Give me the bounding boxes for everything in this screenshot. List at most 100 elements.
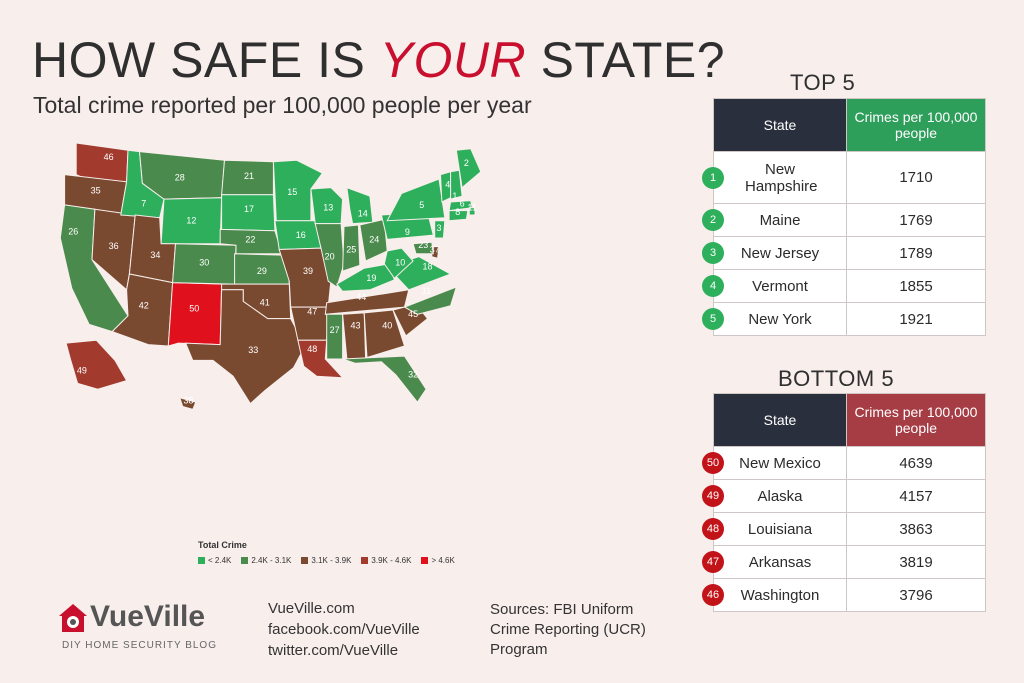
bottom5-state-name: Washington (740, 586, 820, 604)
title-part: HOW SAFE IS (32, 32, 380, 88)
top5-row: 1 New Hampshire 1710 (702, 151, 986, 204)
state-ri (468, 207, 476, 216)
title-part: STATE? (526, 32, 726, 88)
state-nj (434, 220, 446, 239)
state-rank-label: 13 (323, 203, 333, 213)
legend-swatch (241, 557, 249, 564)
legend-label: < 2.4K (208, 556, 232, 565)
page-title: HOW SAFE IS YOUR STATE? (32, 30, 725, 90)
state-rank-label: 7 (141, 198, 146, 208)
bottom5-crimes-cell: 3863 (846, 512, 986, 546)
state-rank-label: 20 (325, 252, 335, 262)
bottom5-state-cell: 49 Alaska (702, 479, 847, 513)
top5-crimes-cell: 1855 (846, 269, 986, 303)
state-rank-label: 4 (445, 180, 450, 190)
state-rank-label: 40 (382, 321, 392, 331)
top5-state-cell: 1 New Hampshire (702, 151, 847, 204)
bottom5-row: 48 Louisiana 3863 (702, 512, 986, 546)
bottom5-rank-badge: 49 (702, 485, 724, 507)
state-rank-label: 12 (186, 216, 196, 226)
state-rank-label: 24 (369, 234, 379, 244)
legend-swatch (421, 557, 429, 564)
state-ky (336, 263, 396, 292)
state-il (314, 223, 345, 288)
bottom5-table: State Crimes per 100,000 people 50 New Me… (702, 393, 986, 612)
bottom5-state-name: Arkansas (748, 553, 812, 571)
top5-state-cell: 4 Vermont (702, 269, 847, 303)
bottom5-rank-badge: 48 (702, 518, 724, 540)
state-ms (326, 313, 344, 360)
state-nm (167, 282, 223, 347)
legend-swatch (198, 557, 205, 564)
legend-swatch (301, 557, 309, 564)
state-rank-label: 19 (366, 273, 376, 283)
state-rank-label: 36 (109, 241, 119, 251)
state-rank-label: 49 (77, 365, 87, 375)
state-wa (75, 142, 129, 183)
legend-item: 2.4K - 3.1K (241, 556, 291, 565)
state-rank-label: 22 (245, 234, 255, 244)
social-links: VueVille.com facebook.com/VueVille twitt… (268, 598, 420, 661)
top5-crimes-cell: 1710 (846, 151, 986, 204)
bottom5-rank-badge: 50 (702, 452, 724, 474)
state-fl (342, 355, 427, 404)
state-rank-label: 27 (330, 325, 340, 335)
state-rank-label: 33 (248, 345, 258, 355)
state-rank-label: 50 (189, 303, 199, 313)
top5-header-crimes: Crimes per 100,000 people (846, 98, 986, 152)
top5-rank-badge: 2 (702, 209, 724, 231)
logo-tagline: DIY HOME SECURITY BLOG (62, 640, 217, 651)
state-rank-label: 25 (346, 244, 356, 254)
bottom5-header-state: State (713, 393, 847, 447)
top5-state-cell: 3 New Jersey (702, 236, 847, 270)
facebook-link[interactable]: facebook.com/VueVille (268, 621, 420, 638)
state-rank-label: 35 (91, 185, 101, 195)
state-rank-label: 10 (395, 257, 405, 267)
state-rank-label: 32 (408, 370, 418, 380)
top5-state-cell: 5 New York (702, 302, 847, 336)
bottom5-row: 46 Washington 3796 (702, 578, 986, 612)
state-rank-label: 34 (150, 250, 160, 260)
bottom5-crimes-cell: 3796 (846, 578, 986, 612)
top5-state-name: New York (748, 310, 812, 328)
bottom5-rank-badge: 46 (702, 584, 724, 606)
state-wi (310, 187, 344, 225)
website-link[interactable]: VueVille.com (268, 600, 355, 617)
legend-item: < 2.4K (198, 556, 231, 565)
state-rank-label: 37 (430, 244, 440, 254)
bottom5-row: 49 Alaska 4157 (702, 479, 986, 513)
state-rank-label: 15 (287, 187, 297, 197)
top5-crimes-cell: 1789 (846, 236, 986, 270)
top5-crimes-cell: 1921 (846, 302, 986, 336)
state-rank-label: 17 (244, 204, 254, 214)
bottom5-state-name: Alaska (757, 487, 803, 505)
state-in (342, 224, 361, 272)
state-nh (450, 169, 463, 200)
state-rank-label: 2 (464, 158, 469, 168)
state-rank-label: 30 (199, 257, 209, 267)
twitter-link[interactable]: twitter.com/VueVille (268, 642, 399, 659)
legend-item: > 4.6K (421, 556, 455, 565)
state-rank-label: 21 (244, 171, 254, 181)
state-ak (65, 339, 128, 390)
bottom5-state-cell: 48 Louisiana (702, 512, 847, 546)
bottom5-state-name: Louisiana (747, 520, 813, 538)
top5-row: 2 Maine 1769 (702, 203, 986, 237)
top5-state-name: Maine (759, 211, 801, 229)
state-rank-label: 31 (421, 286, 431, 296)
state-me (455, 148, 482, 189)
state-rank-label: 8 (455, 207, 460, 217)
bottom5-header-crimes: Crimes per 100,000 people (846, 393, 986, 447)
state-rank-label: 44 (356, 292, 366, 302)
map-legend: Total Crime < 2.4K 2.4K - 3.1K 3.1K - 3.9K… (198, 540, 455, 565)
top5-state-name: New Hampshire (745, 160, 818, 195)
top5-title: TOP 5 (790, 70, 856, 95)
title-emphasis: YOUR (379, 32, 527, 88)
bottom5-rank-badge: 47 (702, 551, 724, 573)
top5-rank-badge: 3 (702, 242, 724, 264)
state-rank-label: 42 (139, 301, 149, 311)
state-rank-label: 16 (296, 230, 306, 240)
bottom5-crimes-cell: 4157 (846, 479, 986, 513)
state-rank-label: 26 (68, 226, 78, 236)
